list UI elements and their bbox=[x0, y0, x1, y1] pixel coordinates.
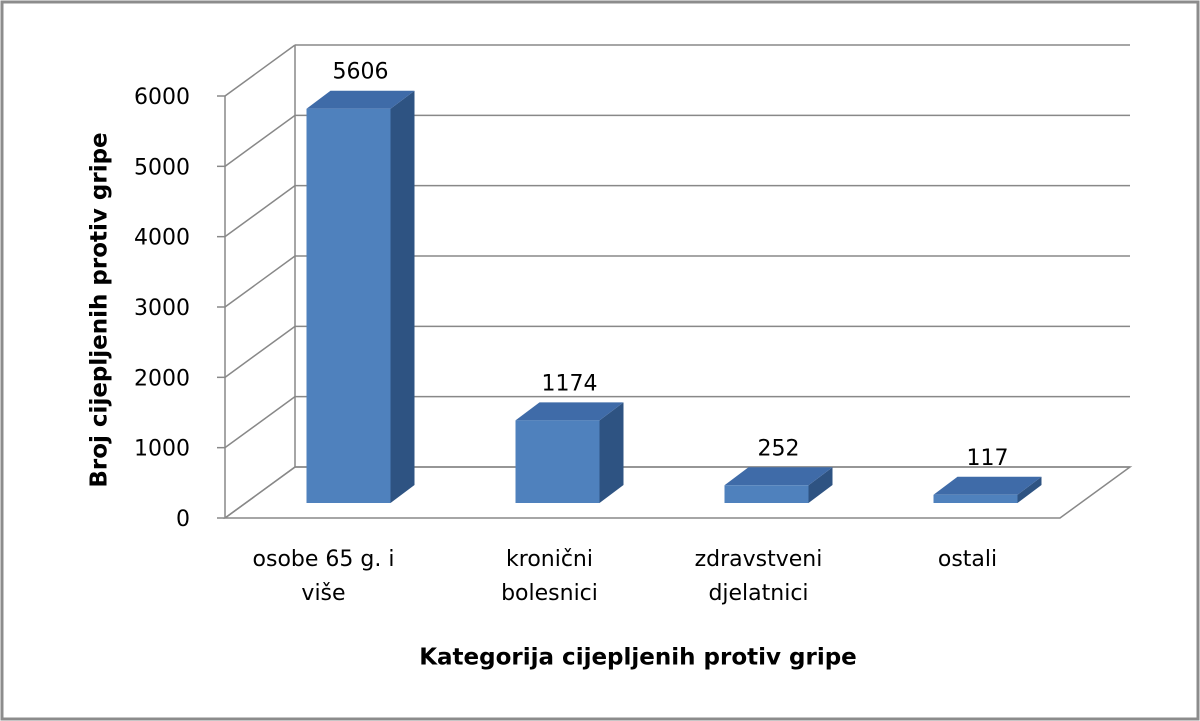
bar-top bbox=[306, 90, 415, 109]
x-axis-title: Kategorija cijepljenih protiv gripe bbox=[419, 645, 857, 671]
grid-line-side bbox=[224, 466, 296, 519]
x-tick-label: zdravstveni djelatnici bbox=[694, 547, 823, 606]
y-tick-label: 5000 bbox=[134, 155, 190, 180]
grid-line-side bbox=[224, 325, 296, 378]
value-label: 252 bbox=[758, 436, 800, 461]
x-tick-label: kronični bolesnici bbox=[501, 547, 598, 606]
y-tick-label: 6000 bbox=[134, 85, 190, 110]
grid-line-side bbox=[224, 185, 296, 238]
grid-line-side bbox=[224, 114, 296, 167]
grid-line-side bbox=[224, 44, 296, 97]
grid-line-side bbox=[224, 396, 296, 449]
y-tick-label: 1000 bbox=[134, 437, 190, 462]
bar-side bbox=[599, 402, 624, 503]
x-tick-label: osobe 65 g. i više bbox=[252, 547, 395, 606]
value-label: 5606 bbox=[333, 60, 389, 85]
y-tick-label: 2000 bbox=[134, 366, 190, 391]
bar-top bbox=[933, 476, 1042, 495]
y-tick-label: 0 bbox=[176, 507, 190, 532]
grid-line-side bbox=[224, 255, 296, 308]
bar-top bbox=[515, 402, 624, 421]
bar-top bbox=[724, 467, 833, 486]
y-tick-label: 4000 bbox=[134, 226, 190, 251]
bar bbox=[306, 108, 391, 503]
value-label: 117 bbox=[967, 446, 1009, 471]
bar-side bbox=[1017, 476, 1042, 503]
y-tick-label: 3000 bbox=[134, 296, 190, 321]
value-label: 1174 bbox=[542, 371, 598, 396]
y-axis-title: Broj cijepljenih protiv gripe bbox=[87, 132, 113, 487]
bar-side bbox=[390, 90, 415, 503]
bar bbox=[724, 485, 809, 503]
x-tick-label: ostali bbox=[937, 547, 998, 572]
bar bbox=[933, 494, 1018, 503]
bar bbox=[515, 420, 600, 503]
bar-side bbox=[808, 467, 833, 503]
